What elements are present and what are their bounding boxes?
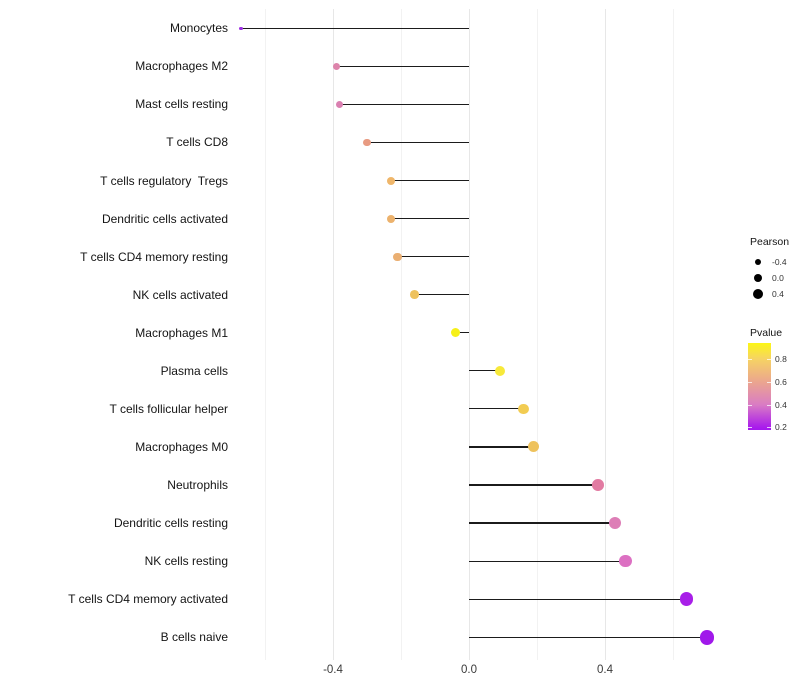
legend-size-key-dot <box>753 273 763 283</box>
y-axis-label: NK cells activated <box>132 287 228 302</box>
y-axis-label: T cells CD4 memory resting <box>80 249 228 264</box>
y-axis-label: T cells regulatory Tregs <box>100 173 228 188</box>
y-axis-label: T cells CD4 memory activated <box>68 592 228 607</box>
lollipop-stem <box>469 484 599 486</box>
lollipop-dot <box>592 479 605 491</box>
gridline <box>400 9 402 660</box>
lollipop-dot <box>393 252 402 261</box>
pvalue-colorbar-tick-label: 0.2 <box>775 422 787 433</box>
lollipop-dot <box>363 138 371 147</box>
legend-pvalue-title: Pvalue <box>750 327 783 339</box>
y-axis-label: Dendritic cells resting <box>113 516 228 531</box>
lollipop-dot <box>239 26 243 31</box>
lollipop-stem <box>390 179 469 182</box>
y-axis-label: Monocytes <box>169 21 228 36</box>
pvalue-colorbar-tick-mark <box>748 359 752 360</box>
y-axis-label: Neutrophils <box>167 478 228 493</box>
lollipop-dot <box>410 290 419 300</box>
lollipop-dot <box>679 592 694 606</box>
lollipop-dot <box>386 176 395 185</box>
y-axis-label: Plasma cells <box>160 363 228 378</box>
lollipop-dot <box>332 62 340 70</box>
gridline <box>264 9 266 660</box>
lollipop-stem <box>414 294 469 296</box>
gridline <box>536 9 538 660</box>
lollipop-stem <box>339 103 469 105</box>
lollipop-stem <box>469 636 707 638</box>
lollipop-dot <box>336 100 344 108</box>
lollipop-dot <box>494 365 505 376</box>
y-axis-label: Macrophages M2 <box>135 59 228 74</box>
pvalue-colorbar-tick-mark <box>748 427 752 429</box>
pvalue-colorbar <box>748 343 771 430</box>
x-axis-tick-label: 0.0 <box>461 664 477 676</box>
gridline <box>604 9 606 660</box>
y-axis-label: Macrophages M1 <box>135 325 228 340</box>
pvalue-colorbar-tick-label: 0.4 <box>775 400 787 411</box>
y-axis-label: Macrophages M0 <box>135 439 228 454</box>
pvalue-colorbar-tick-label: 0.6 <box>775 376 787 387</box>
pvalue-colorbar-tick-label: 0.8 <box>775 354 787 364</box>
pvalue-colorbar-tick-mark <box>767 427 771 429</box>
gridline <box>672 9 674 660</box>
legend-size-key-dot <box>752 288 764 300</box>
lollipop-dot <box>518 403 529 415</box>
gridline <box>332 9 334 660</box>
lollipop-stem <box>336 65 469 67</box>
lollipop-dot <box>609 517 622 530</box>
legend-size-key-label: -0.4 <box>772 257 787 267</box>
lollipop-stem <box>397 256 469 258</box>
y-axis-label: Dendritic cells activated <box>101 211 228 226</box>
lollipop-dot <box>619 554 632 568</box>
pvalue-colorbar-tick-mark <box>748 381 752 383</box>
lollipop-stem <box>469 370 500 372</box>
y-axis-label: T cells CD8 <box>166 135 228 150</box>
x-axis-tick-label: -0.4 <box>323 664 343 676</box>
legend-size-key-dot <box>754 258 762 266</box>
lollipop-stem <box>469 522 616 524</box>
lollipop-stem <box>367 141 469 144</box>
legend-pearson-title: Pearson <box>750 236 790 248</box>
gridline <box>468 9 470 660</box>
pvalue-colorbar-tick-mark <box>767 359 771 360</box>
legend-size-key-label: 0.4 <box>772 289 784 299</box>
lollipop-stem <box>390 218 469 220</box>
lollipop-stem <box>455 332 469 334</box>
lollipop-dot <box>450 328 461 338</box>
y-axis-label: NK cells resting <box>144 554 228 569</box>
lollipop-stem <box>469 446 534 448</box>
y-axis-label: B cells naive <box>160 630 228 645</box>
pvalue-colorbar-tick-mark <box>748 405 752 407</box>
legend-size-key-label: 0.0 <box>772 273 784 283</box>
lollipop-dot <box>528 441 540 453</box>
lollipop-dot <box>699 630 715 645</box>
pvalue-colorbar-tick-mark <box>767 405 771 407</box>
y-axis-label: T cells follicular helper <box>109 401 229 416</box>
pvalue-colorbar-tick-mark <box>767 381 771 383</box>
x-axis-tick-label: 0.4 <box>597 664 613 676</box>
lollipop-stem <box>469 408 524 410</box>
lollipop-stem <box>241 27 469 29</box>
lollipop-stem <box>469 560 626 562</box>
y-axis-label: Mast cells resting <box>135 97 228 112</box>
lollipop-dot <box>386 214 395 223</box>
lollipop-stem <box>469 598 687 600</box>
